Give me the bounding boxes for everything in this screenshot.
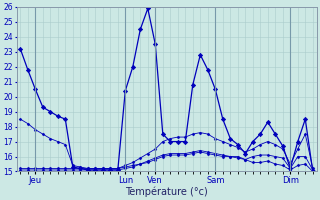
X-axis label: Température (°c): Température (°c) [125,186,208,197]
